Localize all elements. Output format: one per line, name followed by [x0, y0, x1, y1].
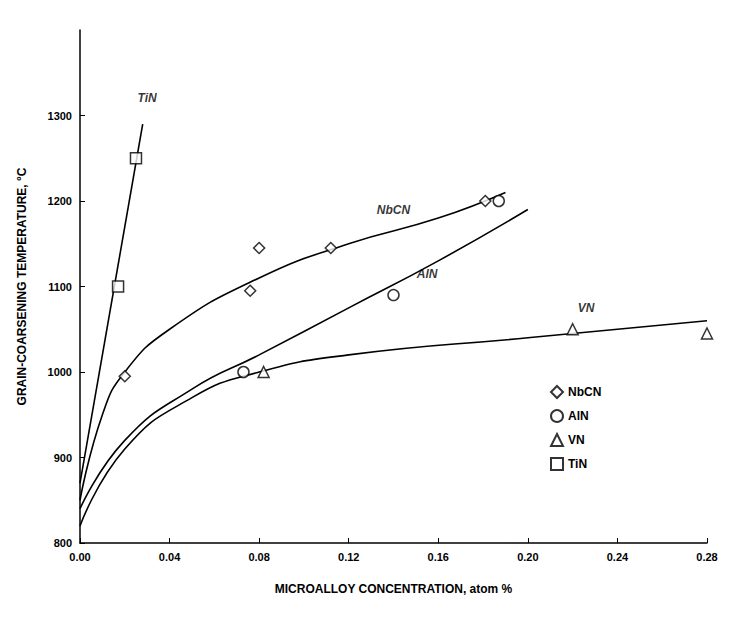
svg-text:0.08: 0.08 — [248, 551, 269, 563]
svg-text:TiN: TiN — [138, 91, 157, 105]
svg-text:0.12: 0.12 — [338, 551, 359, 563]
svg-text:0.20: 0.20 — [517, 551, 538, 563]
svg-text:0.24: 0.24 — [607, 551, 629, 563]
svg-text:0.28: 0.28 — [696, 551, 717, 563]
svg-text:NbCN: NbCN — [377, 203, 411, 217]
svg-text:1300: 1300 — [48, 110, 72, 122]
svg-text:900: 900 — [54, 452, 72, 464]
svg-text:0.04: 0.04 — [159, 551, 181, 563]
svg-text:0.00: 0.00 — [69, 551, 90, 563]
svg-text:1200: 1200 — [48, 195, 72, 207]
svg-text:800: 800 — [54, 537, 72, 549]
svg-text:NbCN: NbCN — [568, 385, 601, 399]
svg-text:TiN: TiN — [568, 457, 587, 471]
svg-text:1100: 1100 — [48, 281, 72, 293]
svg-text:AlN: AlN — [568, 409, 589, 423]
svg-text:1000: 1000 — [48, 366, 72, 378]
svg-text:GRAIN-COARSENING TEMPERATURE,: GRAIN-COARSENING TEMPERATURE, °C — [15, 167, 29, 405]
svg-text:AlN: AlN — [416, 267, 438, 281]
svg-text:VN: VN — [578, 301, 595, 315]
svg-text:MICROALLOY CONCENTRATION, atom: MICROALLOY CONCENTRATION, atom % — [275, 582, 513, 596]
svg-text:VN: VN — [568, 433, 585, 447]
svg-text:0.16: 0.16 — [428, 551, 449, 563]
